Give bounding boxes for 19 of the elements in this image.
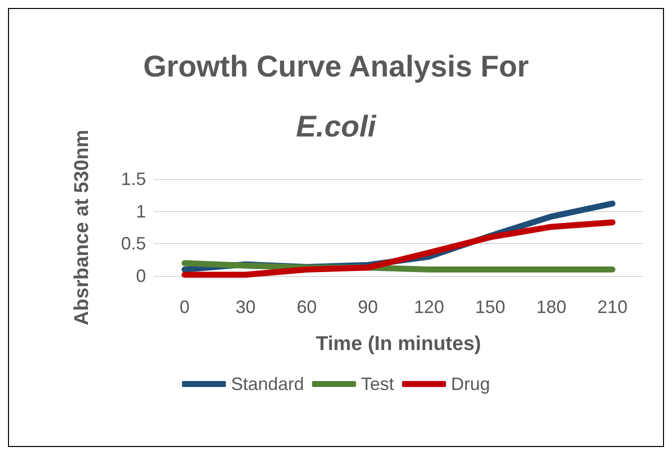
- y-tick-label: 1: [136, 201, 146, 222]
- y-tick-label: 1.5: [120, 169, 146, 189]
- legend-label: Test: [361, 374, 394, 394]
- legend-label: Standard: [230, 374, 304, 394]
- y-tick-label: 0: [136, 266, 146, 286]
- x-tick-label: 90: [358, 297, 378, 317]
- x-axis-title: Time (In minutes): [316, 333, 482, 355]
- y-tick-label: 0.5: [120, 234, 146, 254]
- chart-subtitle: E.coli: [296, 110, 377, 144]
- x-tick-label: 0: [180, 297, 190, 317]
- chart-title: Growth Curve Analysis For: [143, 50, 530, 84]
- x-tick-label: 60: [296, 297, 317, 317]
- x-tick-label: 120: [414, 297, 444, 317]
- y-axis-title: Absrbance at 530nm: [71, 130, 93, 326]
- x-tick-label: 210: [597, 297, 628, 317]
- x-tick-label: 30: [236, 297, 256, 317]
- x-tick-label: 180: [536, 297, 566, 317]
- x-tick-label: 150: [475, 297, 506, 317]
- legend-label: Drug: [451, 374, 490, 394]
